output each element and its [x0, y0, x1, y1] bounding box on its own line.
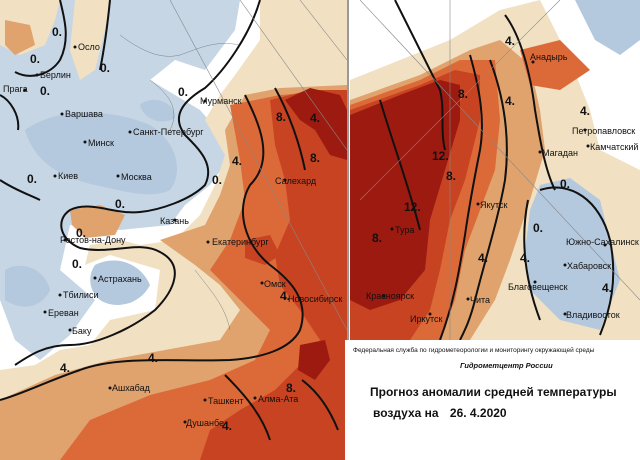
city-label: Минск: [88, 138, 114, 148]
isotherm-label: 8.: [276, 110, 286, 124]
city-label: Магадан: [542, 148, 578, 158]
city-label: Омск: [264, 279, 286, 289]
city-label: Киев: [58, 171, 78, 181]
city-label: Новосибирск: [288, 294, 342, 304]
isotherm-label: 0.: [533, 221, 543, 235]
isotherm-label: 4.: [222, 419, 232, 433]
isotherm-label: 0.: [52, 25, 62, 39]
isotherm-label: 0.: [178, 85, 188, 99]
isotherm-label: 0.: [100, 61, 110, 75]
center-name: Гидрометцентр России: [460, 361, 553, 370]
isotherm-label: 8.: [372, 231, 382, 245]
city-label: Прага: [3, 84, 28, 94]
isotherm-label: 0.: [212, 173, 222, 187]
isotherm-label: 8.: [458, 87, 468, 101]
city-label: Ростов-на-Дону: [60, 235, 126, 245]
city-label: Осло: [78, 42, 100, 52]
isotherm-label: 4.: [505, 94, 515, 108]
city-label: Тбилиси: [63, 290, 99, 300]
isotherm-label: 4.: [280, 289, 290, 303]
city-label: Берлин: [40, 70, 71, 80]
isotherm-label: 12.: [432, 149, 449, 163]
city-label: Алма-Ата: [258, 394, 298, 404]
isotherm-label: 4.: [478, 251, 488, 265]
city-label: Екатеринбург: [212, 237, 269, 247]
city-label: Владивосток: [566, 310, 620, 320]
west-map: Осло Берлин Прага Варшава Минск Санкт-Пе…: [0, 0, 347, 460]
east-map: Анадырь Петропавловск Камчатский Магадан…: [350, 0, 640, 340]
city-label: Санкт-Петербург: [133, 127, 204, 137]
isotherm-label: 0.: [40, 84, 50, 98]
isotherm-label: 4.: [602, 281, 612, 295]
city-label: Красноярск: [366, 291, 414, 301]
city-label: Камчатский: [590, 142, 638, 152]
isotherm-label: 4.: [148, 351, 158, 365]
isotherm-label: 4.: [232, 154, 242, 168]
city-label: Ашхабад: [112, 383, 151, 393]
isotherm-label: 8.: [310, 151, 320, 165]
city-label: Мурманск: [200, 96, 242, 106]
city-label: Москва: [121, 172, 152, 182]
city-label: Ташкент: [208, 396, 243, 406]
city-label: Тура: [395, 225, 414, 235]
isotherm-label: 12.: [404, 200, 421, 214]
isotherm-label: 0.: [115, 197, 125, 211]
info-panel: Федеральная служба по гидрометеорологии …: [345, 340, 640, 460]
city-label: Чита: [470, 295, 490, 305]
agency-name: Федеральная служба по гидрометеорологии …: [353, 347, 595, 354]
isotherm-label: 4.: [310, 111, 320, 125]
isotherm-label: 0.: [30, 52, 40, 66]
isotherm-label: 4.: [60, 361, 70, 375]
city-label: Якутск: [480, 200, 508, 210]
city-label: Баку: [72, 326, 92, 336]
isotherm-label: 4.: [520, 251, 530, 265]
isotherm-label: 0.: [27, 172, 37, 186]
forecast-date: 26. 4.2020: [449, 406, 507, 420]
city-label: Южно-Сахалинск: [566, 237, 639, 247]
isotherm-label: 4.: [505, 34, 515, 48]
isotherm-label: 0.: [560, 177, 570, 191]
city-label: Варшава: [65, 109, 103, 119]
isotherm-label: 0.: [76, 226, 86, 240]
isotherm-label: 8.: [286, 381, 296, 395]
city-label: Анадырь: [530, 52, 568, 62]
city-label: Душанбе: [186, 418, 224, 428]
city-label: Ереван: [48, 308, 79, 318]
city-label: Иркутск: [410, 314, 443, 324]
city-label: Салехард: [275, 176, 317, 186]
isotherm-label: 0.: [72, 257, 82, 271]
city-label: Астрахань: [98, 274, 142, 284]
forecast-title: Прогноз аномалии средней температуры: [370, 385, 617, 399]
forecast-subtitle-prefix: воздуха на: [373, 406, 439, 420]
city-label: Казань: [160, 216, 189, 226]
city-label: Хабаровск: [567, 261, 611, 271]
city-label: Благовещенск: [508, 282, 568, 292]
forecast-subtitle: воздуха на 26. 4.2020: [373, 406, 515, 420]
isotherm-label: 4.: [580, 104, 590, 118]
city-label: Петропавловск: [572, 126, 635, 136]
isotherm-label: 8.: [446, 169, 456, 183]
